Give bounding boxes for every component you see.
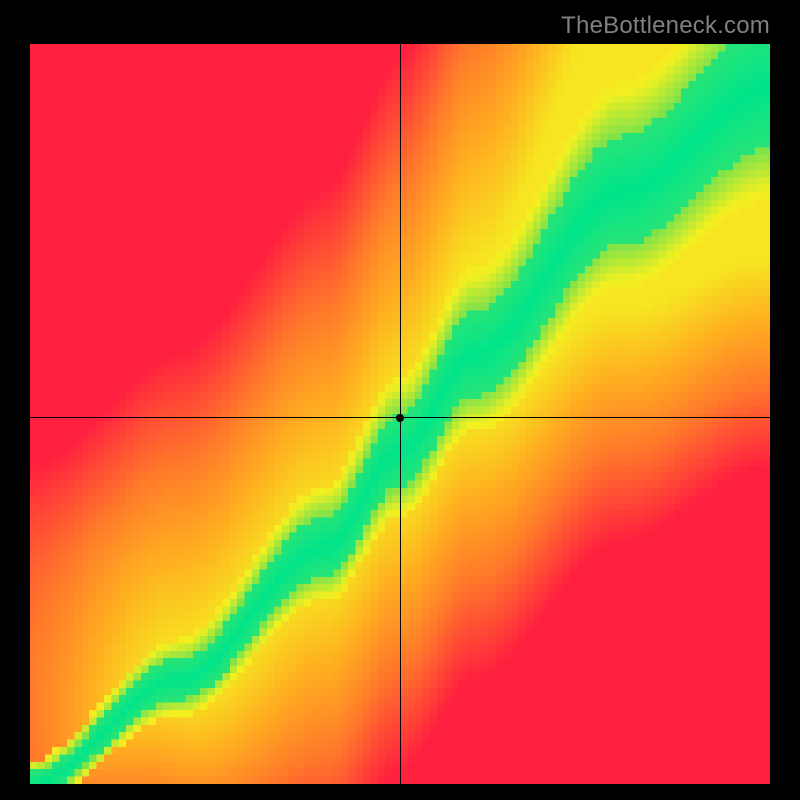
watermark-text: TheBottleneck.com bbox=[561, 12, 770, 40]
chart-container: TheBottleneck.com bbox=[0, 0, 800, 800]
crosshair-marker bbox=[396, 414, 404, 422]
